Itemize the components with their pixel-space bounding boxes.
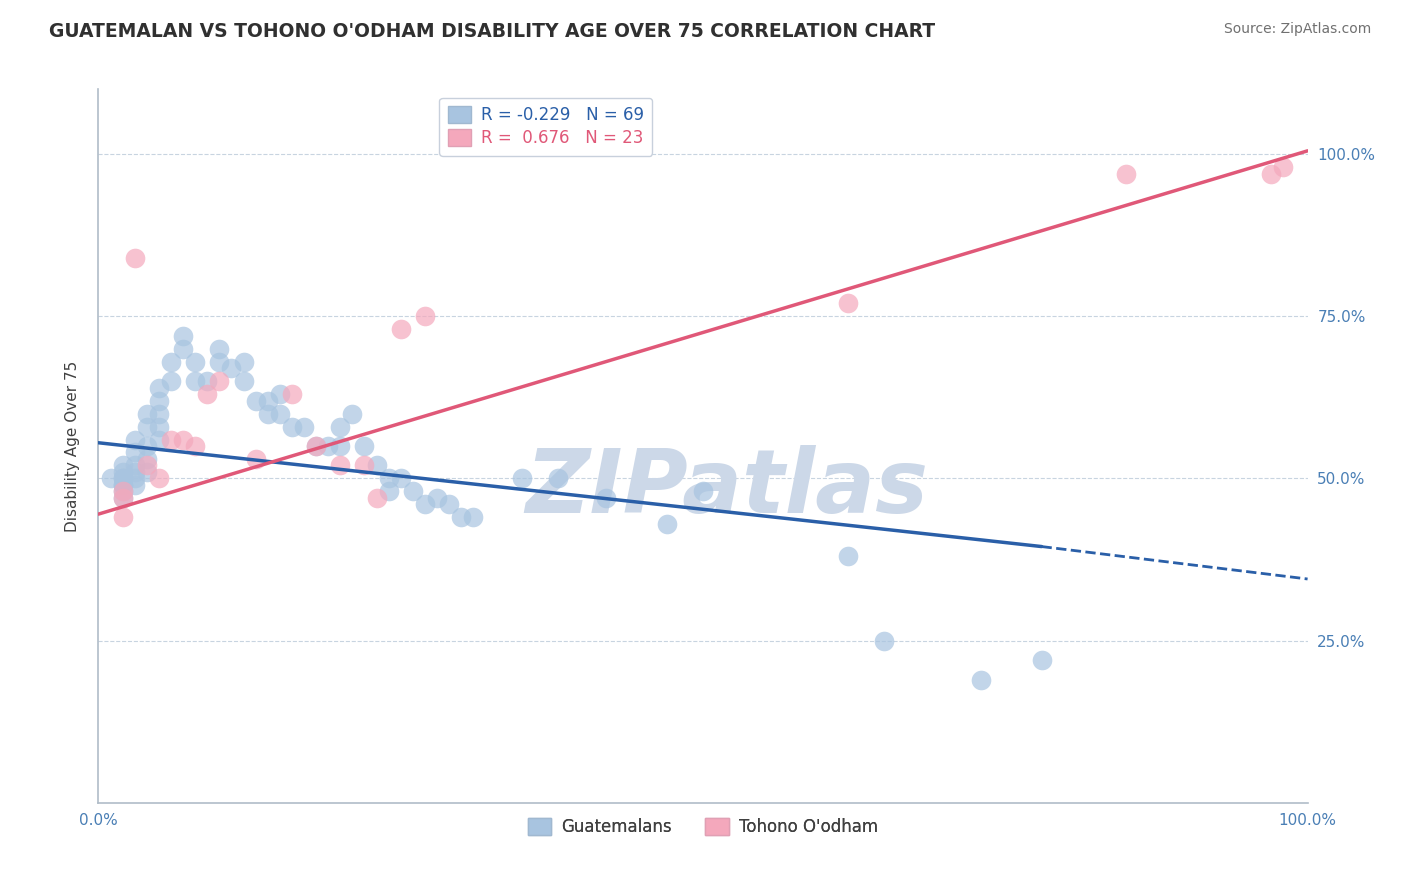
Point [124, 445, 146, 459]
Point [148, 381, 170, 395]
Point [547, 471, 569, 485]
Point [269, 407, 291, 421]
Point [111, 491, 134, 505]
Point [111, 491, 134, 505]
Point [389, 322, 412, 336]
Point [970, 673, 993, 687]
Point [135, 452, 157, 467]
Point [148, 393, 170, 408]
Y-axis label: Disability Age Over 75: Disability Age Over 75 [65, 360, 80, 532]
Point [281, 387, 304, 401]
Point [124, 251, 146, 265]
Point [135, 439, 157, 453]
Point [135, 407, 157, 421]
Text: Source: ZipAtlas.com: Source: ZipAtlas.com [1223, 22, 1371, 37]
Point [329, 439, 352, 453]
Point [256, 407, 278, 421]
Point [111, 458, 134, 473]
Point [692, 484, 714, 499]
Point [426, 491, 449, 505]
Point [148, 419, 170, 434]
Point [329, 419, 352, 434]
Point [172, 328, 194, 343]
Point [292, 419, 315, 434]
Point [111, 484, 134, 499]
Point [100, 471, 122, 485]
Point [1272, 160, 1295, 174]
Point [837, 296, 859, 310]
Point [208, 374, 231, 388]
Point [329, 458, 352, 473]
Point [245, 393, 267, 408]
Point [124, 465, 146, 479]
Point [837, 549, 859, 564]
Point [160, 354, 183, 368]
Text: GUATEMALAN VS TOHONO O'ODHAM DISABILITY AGE OVER 75 CORRELATION CHART: GUATEMALAN VS TOHONO O'ODHAM DISABILITY … [49, 22, 935, 41]
Point [256, 393, 278, 408]
Legend: Guatemalans, Tohono O'odham: Guatemalans, Tohono O'odham [520, 810, 886, 845]
Point [245, 452, 267, 467]
Point [195, 374, 218, 388]
Point [366, 491, 388, 505]
Point [389, 471, 412, 485]
Point [305, 439, 328, 453]
Point [353, 439, 375, 453]
Point [208, 342, 231, 356]
Point [172, 433, 194, 447]
Point [148, 433, 170, 447]
Point [232, 374, 254, 388]
Point [413, 497, 436, 511]
Point [148, 471, 170, 485]
Point [1115, 167, 1137, 181]
Point [1260, 167, 1282, 181]
Point [184, 439, 207, 453]
Point [342, 407, 364, 421]
Point [366, 458, 388, 473]
Point [413, 310, 436, 324]
Point [437, 497, 460, 511]
Point [111, 471, 134, 485]
Point [232, 354, 254, 368]
Point [221, 361, 243, 376]
Point [208, 354, 231, 368]
Point [124, 478, 146, 492]
Point [655, 516, 678, 531]
Point [305, 439, 328, 453]
Point [269, 387, 291, 401]
Point [873, 633, 896, 648]
Point [595, 491, 617, 505]
Point [124, 471, 146, 485]
Point [316, 439, 339, 453]
Point [184, 354, 207, 368]
Point [353, 458, 375, 473]
Point [377, 471, 399, 485]
Point [135, 419, 157, 434]
Point [111, 484, 134, 499]
Text: ZIPatlas: ZIPatlas [526, 445, 929, 533]
Point [195, 387, 218, 401]
Point [172, 342, 194, 356]
Point [135, 465, 157, 479]
Point [377, 484, 399, 499]
Point [1031, 653, 1053, 667]
Point [463, 510, 485, 524]
Point [111, 471, 134, 485]
Point [160, 374, 183, 388]
Point [450, 510, 472, 524]
Point [111, 478, 134, 492]
Point [111, 465, 134, 479]
Point [510, 471, 533, 485]
Point [135, 458, 157, 473]
Point [184, 374, 207, 388]
Point [111, 510, 134, 524]
Point [148, 407, 170, 421]
Point [124, 458, 146, 473]
Point [281, 419, 304, 434]
Point [402, 484, 425, 499]
Point [160, 433, 183, 447]
Point [111, 478, 134, 492]
Point [124, 433, 146, 447]
